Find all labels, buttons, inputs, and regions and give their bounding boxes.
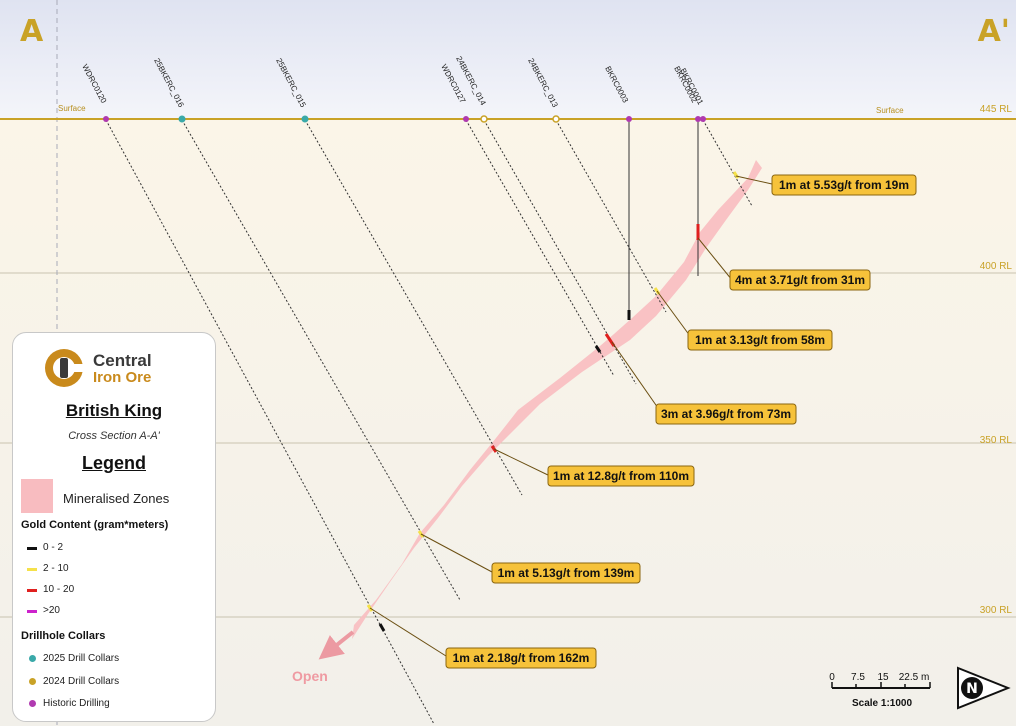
drill-traces xyxy=(105,119,753,725)
drill-trace-24bkerc-013 xyxy=(555,119,667,313)
callout-leader xyxy=(697,237,733,281)
scale-bar: 0 7.5 15 22.5 m Scale 1:1000 xyxy=(829,672,931,709)
intercept-text: 1m at 12.8g/t from 110m xyxy=(553,469,689,483)
intercept-callout xyxy=(729,269,871,291)
grade-segment-10-20 xyxy=(604,333,616,347)
company-logo xyxy=(45,349,85,387)
gold-label: 2 - 10 xyxy=(43,563,69,574)
gold-label: >20 xyxy=(43,605,60,616)
section-label-right: A' xyxy=(977,14,1010,49)
scale-tick-label: 7.5 xyxy=(851,672,865,683)
collar-historic xyxy=(463,116,469,122)
legend-panel: Central Iron Ore British King Cross Sect… xyxy=(12,332,216,722)
gold-label: 0 - 2 xyxy=(43,542,64,553)
surface-label-left: Surface xyxy=(58,104,86,113)
grade-segment-0-2 xyxy=(594,345,602,353)
collar-historic xyxy=(103,116,109,122)
north-arrow: N xyxy=(957,666,1011,710)
callout-leader xyxy=(493,448,551,477)
intercept-text: 1m at 3.13g/t from 58m xyxy=(695,333,825,347)
intercept-callout xyxy=(491,562,641,584)
section-subtitle: Cross Section A-A' xyxy=(68,430,160,442)
drill-trace-25bkerc-015 xyxy=(304,119,523,496)
collar-historic xyxy=(626,116,632,122)
intercept-text: 3m at 3.96g/t from 73m xyxy=(661,407,791,421)
collar-2025 xyxy=(301,115,309,123)
intercept-text: 1m at 5.53g/t from 19m xyxy=(779,178,909,192)
drill-trace-wdrc0127 xyxy=(465,119,615,377)
mineralised-zone xyxy=(352,160,762,639)
intercept-text: 1m at 2.18g/t from 162m xyxy=(453,651,590,665)
intercept-callout xyxy=(445,647,597,669)
gold-label: 10 - 20 xyxy=(43,584,75,595)
open-label: Open xyxy=(292,668,328,684)
intercept-callout xyxy=(547,465,695,487)
surface-label-right: Surface xyxy=(876,106,904,115)
open-arrow xyxy=(318,630,355,660)
rl-label-445: 445 RL xyxy=(980,104,1013,115)
drill-trace-25bkerc-016 xyxy=(181,119,461,601)
collar-swatch xyxy=(29,655,36,662)
collar-label: 2025 Drill Collars xyxy=(43,653,120,664)
sky-background xyxy=(0,0,1016,119)
collar-label: Historic Drilling xyxy=(43,698,110,709)
collar-2024 xyxy=(480,115,488,123)
brand-name: Central xyxy=(93,351,152,370)
gold-swatch xyxy=(27,547,37,550)
gold-swatch xyxy=(27,589,37,592)
callout-leader xyxy=(735,175,773,185)
gold-swatch xyxy=(27,568,37,571)
drill-trace-wdrc0120 xyxy=(105,119,435,725)
gold-swatch xyxy=(27,610,37,613)
scale-tick-label: 0 xyxy=(829,672,835,683)
intercept-callout xyxy=(655,403,797,425)
gold-content-heading: Gold Content (gram*meters) xyxy=(21,519,169,531)
callout-leader xyxy=(611,341,659,409)
collar-label: 2024 Drill Collars xyxy=(43,676,120,687)
project-title: British King xyxy=(65,401,163,420)
collar-historic xyxy=(695,116,701,122)
grade-segment-0-2 xyxy=(378,623,386,632)
collar-2025 xyxy=(178,115,186,123)
callout-leader xyxy=(369,607,447,657)
callout-leader xyxy=(656,290,691,337)
mineralised-zone-swatch xyxy=(21,479,53,513)
rl-label-400: 400 RL xyxy=(980,261,1013,272)
intercept-text: 1m at 5.13g/t from 139m xyxy=(498,566,635,580)
scale-tick-label: 15 xyxy=(877,672,889,683)
drill-trace-bkrc0001 xyxy=(702,119,753,207)
drillhole-collars-heading: Drillhole Collars xyxy=(21,630,106,642)
grade-segment-2-10 xyxy=(732,171,740,179)
callout-leader xyxy=(420,533,493,573)
intercept-callout xyxy=(687,329,833,351)
rl-label-300: 300 RL xyxy=(980,605,1013,616)
intercept-callout xyxy=(771,174,917,196)
mineralised-zone-label: Mineralised Zones xyxy=(63,491,170,506)
collar-swatch xyxy=(29,678,36,685)
scale-tick-label: 22.5 m xyxy=(899,672,930,683)
north-arrow-circle xyxy=(961,677,983,699)
collar-historic xyxy=(700,116,706,122)
scale-label: Scale 1:1000 xyxy=(852,698,912,709)
north-arrow-letter: N xyxy=(966,681,978,697)
rl-label-350: 350 RL xyxy=(980,435,1013,446)
collar-2024 xyxy=(552,115,560,123)
legend-title: Legend xyxy=(81,453,146,473)
intercept-text: 4m at 3.71g/t from 31m xyxy=(735,273,865,287)
section-label-left: A xyxy=(20,14,44,49)
collar-swatch xyxy=(29,700,36,707)
brand-subname: Iron Ore xyxy=(93,369,152,386)
